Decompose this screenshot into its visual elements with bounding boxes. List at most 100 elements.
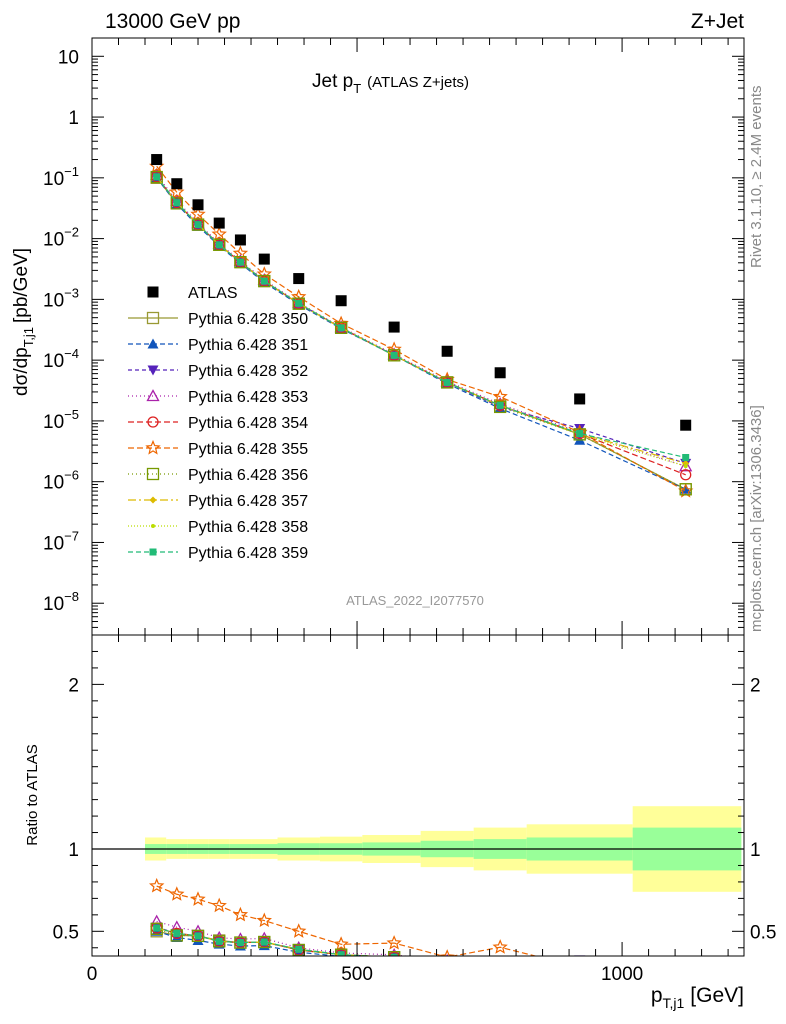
plot-title-note: (ATLAS Z+jets): [367, 74, 469, 91]
x-axis-label-sub: T,j1: [663, 995, 685, 1011]
series-6-point-12: [679, 483, 692, 496]
ratio-y-tick-label-left-1: 1: [68, 840, 79, 861]
ratio-8-point-12: [684, 977, 688, 981]
series-6-point-3: [213, 238, 226, 251]
plot-title: Jet pT (ATLAS Z+jets): [312, 71, 469, 96]
ratio-y-axis-label: Ratio to ATLAS: [24, 744, 41, 845]
ratio-y-tick-label-left-0: 0.5: [53, 922, 79, 943]
series-6-point-0: [150, 170, 163, 184]
y-tick-label-3: 10−5: [43, 407, 79, 433]
y-axis-label-unit: [pb/GeV]: [11, 248, 32, 323]
ratio-4-point-11: [575, 964, 585, 974]
ratio-9-point-11: [576, 966, 583, 973]
legend-label-2: Pythia 6.428 351: [188, 337, 308, 354]
ratio-5-point-8: [386, 935, 402, 950]
y-tick-mantissa: 10: [43, 412, 64, 433]
legend-item-9: Pythia 6.428 358: [128, 519, 308, 536]
series-9: [153, 173, 690, 462]
ratio-4-point-10: [495, 961, 505, 971]
series-6-point-7: [334, 321, 348, 334]
y-tick-label-8: 1: [68, 108, 79, 129]
ratio-3-point-12: [680, 973, 691, 983]
y-tick-label-5: 10−3: [43, 285, 79, 311]
legend-item-8: Pythia 6.428 357: [128, 493, 308, 510]
ratio-2-point-10: [495, 964, 506, 974]
ratio-8-point-9: [445, 961, 449, 965]
atlas-point-0: [151, 154, 163, 166]
series-9-point-8: [390, 351, 398, 359]
series-6-point-4: [234, 255, 247, 269]
legend-item-6: Pythia 6.428 355: [128, 439, 308, 458]
atlas-point-1: [171, 178, 183, 190]
ratio-y-tick-label-right-1: 1: [750, 840, 761, 861]
y-tick-label-1: 10−7: [43, 528, 79, 554]
main-plot: 10−810−710−610−510−410−310−210−1110ATLAS…: [43, 37, 745, 636]
ratio-2-point-9: [442, 959, 453, 969]
legend-item-1: Pythia 6.428 350: [128, 311, 308, 328]
y-tick-exponent: −7: [64, 528, 79, 543]
ratio-9-point-2: [194, 932, 202, 940]
y-tick-exponent: −5: [64, 407, 79, 422]
series-9-point-6: [295, 299, 303, 307]
atlas-point-3: [213, 217, 225, 229]
ratio-1-point-11: [574, 974, 585, 984]
ratio-9-point-10: [497, 962, 504, 969]
ratio-9-point-3: [215, 937, 223, 945]
legend-marker-3: [147, 365, 159, 376]
y-tick-mantissa: 10: [43, 533, 64, 554]
legend-item-7: Pythia 6.428 356: [128, 467, 308, 484]
ratio-9-point-9: [444, 960, 451, 967]
series-5-point-6: [291, 288, 307, 304]
atlas-point-8: [388, 321, 400, 333]
series-6-point-9: [441, 376, 454, 389]
series-9-point-9: [443, 378, 451, 386]
legend-item-3: Pythia 6.428 352: [128, 363, 308, 380]
y-tick-exponent: −2: [64, 225, 79, 240]
series-4-point-12: [680, 469, 692, 481]
ratio-7-point-12: [682, 971, 689, 978]
series-5-point-12: [678, 483, 694, 498]
y-tick-exponent: −3: [64, 285, 79, 300]
series-7-point-12: [682, 459, 690, 467]
plot-title-main: Jet p: [312, 71, 353, 92]
y-tick-label-0: 10−8: [43, 589, 79, 615]
ratio-1-point-9: [442, 960, 453, 970]
series-6-point-2: [191, 218, 205, 231]
series-line-5: [156, 165, 686, 492]
legend-item-2: Pythia 6.428 351: [128, 337, 308, 354]
y-tick-exponent: −1: [64, 164, 79, 179]
legend-label-5: Pythia 6.428 354: [188, 415, 308, 432]
legend-label-7: Pythia 6.428 356: [188, 467, 308, 484]
ratio-plot: 0 500 1000 0.5 0.5 1 1 2 2: [53, 38, 776, 985]
ratio-1-point-10: [495, 966, 506, 976]
y-tick-label-4: 10−4: [43, 346, 79, 372]
ratio-series-9: [153, 924, 583, 973]
ratio-3-point-10: [495, 958, 506, 968]
series-5-point-3: [211, 226, 227, 241]
y-tick-label-6: 10−2: [43, 225, 79, 251]
ratio-6-point-9: [442, 958, 453, 969]
y-axis-label-sub: T,j1: [21, 327, 36, 347]
ratio-9-point-6: [295, 945, 303, 953]
series-6-point-6: [292, 297, 305, 310]
ratio-frame: [91, 634, 745, 957]
legend-marker-5: [147, 416, 159, 428]
legend-label-0: ATLAS: [188, 285, 238, 302]
series-9-point-4: [236, 258, 244, 266]
atlas-point-10: [494, 367, 506, 379]
ratio-0-point-11: [574, 965, 585, 976]
x-axis-label: pT,j1 [GeV]: [651, 984, 744, 1011]
series-5-point-5: [256, 266, 272, 281]
legend-label-9: Pythia 6.428 358: [188, 519, 308, 536]
legend-marker-10: [149, 548, 157, 556]
x-tick-label-0: 0: [87, 964, 98, 985]
ratio-5-point-11: [574, 961, 586, 973]
ratio-5-point-0: [148, 877, 165, 893]
ratio-2-point-11: [574, 955, 586, 956]
ratio-0-point-9: [442, 958, 453, 969]
ratio-5-point-2: [190, 891, 206, 906]
series-6-point-1: [170, 197, 183, 210]
series-9-point-12: [682, 454, 690, 462]
ratio-7-point-10: [497, 962, 504, 969]
